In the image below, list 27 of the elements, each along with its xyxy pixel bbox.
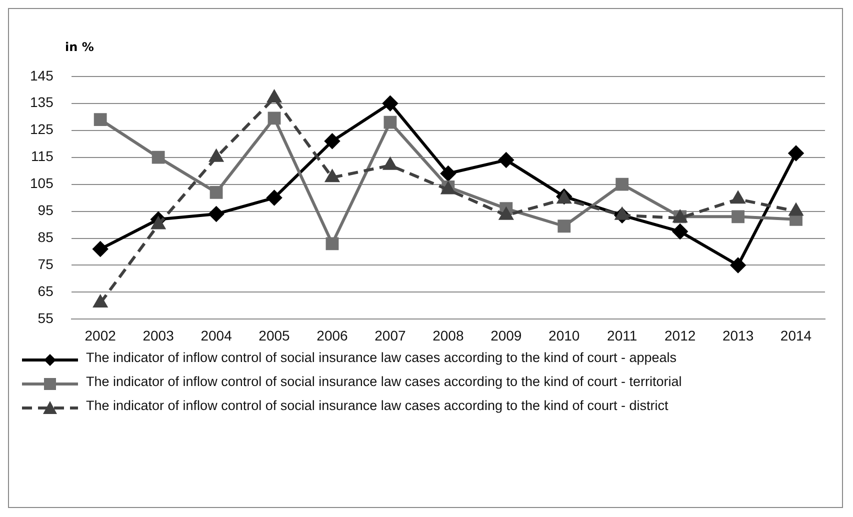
y-tick-label: 125 xyxy=(30,121,54,138)
x-tick-label: 2014 xyxy=(780,327,812,344)
y-axis-title: in % xyxy=(65,40,94,54)
x-tick-label: 2003 xyxy=(142,327,174,344)
x-tick-label: 2013 xyxy=(722,327,754,344)
y-tick-label: 85 xyxy=(38,229,54,246)
legend-label: The indicator of inflow control of social insurance law cases according to the kind of court - territorial xyxy=(86,374,682,389)
y-tick-label: 135 xyxy=(30,94,54,110)
legend-label: The indicator of inflow control of social insurance law cases according to the kind of court - appeals xyxy=(86,350,677,365)
y-tick-label: 95 xyxy=(38,202,54,218)
x-tick-label: 2012 xyxy=(664,327,696,344)
y-tick-label: 75 xyxy=(38,256,54,272)
y-tick-label: 105 xyxy=(30,175,54,192)
y-tick-label: 65 xyxy=(38,283,54,300)
x-tick-label: 2010 xyxy=(548,327,580,344)
x-tick-label: 2005 xyxy=(258,327,290,344)
x-tick-label: 2009 xyxy=(490,327,522,344)
legend-label: The indicator of inflow control of social insurance law cases according to the kind of court - district xyxy=(86,398,668,413)
x-tick-label: 2007 xyxy=(374,327,406,344)
x-tick-label: 2006 xyxy=(316,327,348,344)
x-tick-label: 2011 xyxy=(607,327,638,344)
x-tick-label: 2004 xyxy=(200,327,232,344)
x-tick-label: 2008 xyxy=(432,327,464,344)
y-tick-label: 115 xyxy=(31,148,54,164)
y-tick-label: 145 xyxy=(30,67,54,84)
x-tick-label: 2002 xyxy=(84,327,116,344)
y-tick-label: 55 xyxy=(38,310,54,326)
